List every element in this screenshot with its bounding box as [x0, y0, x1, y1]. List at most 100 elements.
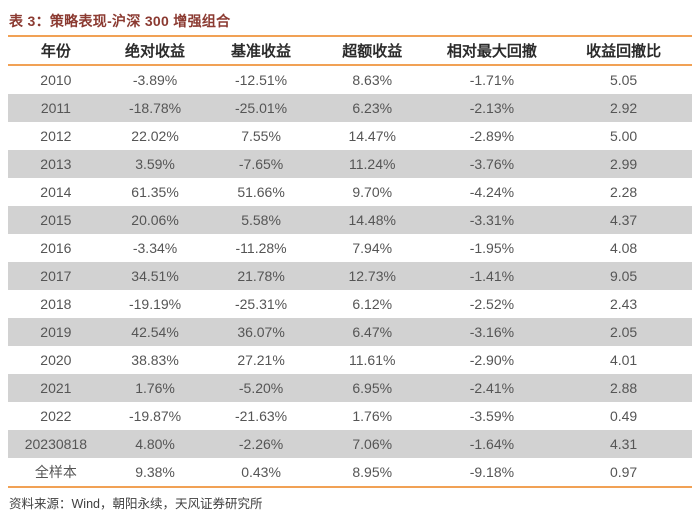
value-cell: -2.13% — [469, 100, 515, 116]
bottom-divider — [8, 486, 692, 488]
table-row: 全样本 9.38% 0.43% 8.95% -9.18% 0.97 — [8, 458, 692, 486]
value-cell: 2.88 — [609, 380, 638, 396]
column-header-4: 超额收益 — [315, 37, 429, 66]
value-cell: 51.66% — [237, 184, 285, 200]
value-cell: -4.24% — [469, 184, 515, 200]
year-cell: 2015 — [40, 212, 72, 228]
value-cell: 6.47% — [352, 324, 393, 340]
value-cell: 5.58% — [241, 212, 281, 228]
table-body: 2010 -3.89% -12.51% 8.63% -1.71% 5.05 2011 -18.… — [8, 65, 692, 486]
year-cell: 2016 — [40, 240, 72, 256]
source-note: 资料来源：Wind，朝阳永续，天风证券研究所 — [9, 497, 263, 511]
value-cell: 2.99 — [609, 156, 638, 172]
value-cell: 5.00 — [609, 128, 638, 144]
value-cell: -25.01% — [234, 100, 288, 116]
year-cell: 2017 — [40, 268, 72, 284]
table-row: 2014 61.35% 51.66% 9.70% -4.24% 2.28 — [8, 178, 692, 206]
table-row: 2016 -3.34% -11.28% 7.94% -1.95% 4.08 — [8, 234, 692, 262]
value-cell: 61.35% — [131, 184, 179, 200]
column-header-2: 绝对收益 — [103, 37, 207, 66]
column-header-1: 年份 — [8, 37, 104, 66]
value-cell: -2.26% — [238, 436, 284, 452]
table-row: 2018 -19.19% -25.31% 6.12% -2.52% 2.43 — [8, 290, 692, 318]
table-row: 2020 38.83% 27.21% 11.61% -2.90% 4.01 — [8, 346, 692, 374]
value-cell: -3.16% — [469, 324, 515, 340]
performance-table: 年份 绝对收益 基准收益 超额收益 相对最大回撤 收益回撤比 2010 -3.89% -12.… — [8, 37, 692, 486]
value-cell: -9.18% — [469, 464, 515, 480]
value-cell: -1.41% — [469, 268, 515, 284]
value-cell: -1.71% — [469, 72, 515, 88]
value-cell: 9.05 — [609, 268, 638, 284]
value-cell: 2.28 — [609, 184, 638, 200]
value-cell: 8.63% — [352, 72, 393, 88]
value-cell: 2.92 — [609, 100, 638, 116]
value-cell: -19.87% — [128, 408, 182, 424]
year-cell: 2021 — [40, 380, 72, 396]
value-cell: -5.20% — [238, 380, 284, 396]
value-cell: -7.65% — [238, 156, 284, 172]
year-cell: 2020 — [40, 352, 72, 368]
value-cell: -21.63% — [234, 408, 288, 424]
value-cell: 7.94% — [352, 240, 393, 256]
value-cell: -12.51% — [234, 72, 288, 88]
value-cell: 6.23% — [352, 100, 393, 116]
column-header-5: 相对最大回撤 — [428, 37, 556, 66]
year-cell: 2012 — [40, 128, 72, 144]
table-row: 2022 -19.87% -21.63% 1.76% -3.59% 0.49 — [8, 402, 692, 430]
year-cell: 2011 — [40, 100, 71, 116]
value-cell: -19.19% — [128, 296, 182, 312]
year-cell: 2014 — [40, 184, 72, 200]
value-cell: 4.08 — [609, 240, 638, 256]
value-cell: 0.97 — [609, 464, 638, 480]
table-row: 2021 1.76% -5.20% 6.95% -2.41% 2.88 — [8, 374, 692, 402]
table-row: 2012 22.02% 7.55% 14.47% -2.89% 5.00 — [8, 122, 692, 150]
value-cell: 9.38% — [135, 464, 175, 480]
value-cell: 4.37 — [609, 212, 638, 228]
value-cell: 1.76% — [352, 408, 393, 424]
value-cell: 14.47% — [348, 128, 396, 144]
value-cell: 4.80% — [135, 436, 175, 452]
value-cell: 2.05 — [609, 324, 638, 340]
value-cell: 12.73% — [348, 268, 396, 284]
value-cell: 4.31 — [609, 436, 638, 452]
value-cell: -1.64% — [469, 436, 515, 452]
year-cell: 全样本 — [34, 464, 77, 480]
year-cell: 2019 — [40, 324, 72, 340]
value-cell: -25.31% — [234, 296, 288, 312]
value-cell: 7.55% — [241, 128, 281, 144]
value-cell: -3.76% — [469, 156, 515, 172]
year-cell: 2010 — [40, 72, 72, 88]
value-cell: -2.90% — [469, 352, 515, 368]
value-cell: 2.43 — [609, 296, 638, 312]
value-cell: 7.06% — [352, 436, 393, 452]
value-cell: 3.59% — [135, 156, 175, 172]
year-cell: 2013 — [40, 156, 72, 172]
value-cell: -18.78% — [128, 100, 182, 116]
value-cell: 6.95% — [352, 380, 393, 396]
year-cell: 2018 — [40, 296, 72, 312]
value-cell: -3.34% — [132, 240, 178, 256]
table-row: 20230818 4.80% -2.26% 7.06% -1.64% 4.31 — [8, 430, 692, 458]
value-cell: 1.76% — [135, 380, 175, 396]
value-cell: 42.54% — [131, 324, 179, 340]
value-cell: -1.95% — [469, 240, 515, 256]
value-cell: -3.89% — [132, 72, 178, 88]
value-cell: -2.52% — [469, 296, 515, 312]
value-cell: -3.31% — [469, 212, 515, 228]
year-cell: 20230818 — [24, 436, 88, 452]
table-row: 2011 -18.78% -25.01% 6.23% -2.13% 2.92 — [8, 94, 692, 122]
table-row: 2019 42.54% 36.07% 6.47% -3.16% 2.05 — [8, 318, 692, 346]
value-cell: 0.43% — [241, 464, 281, 480]
year-cell: 2022 — [40, 408, 72, 424]
value-cell: 34.51% — [131, 268, 179, 284]
table-caption: 表 3：策略表现-沪深 300 增强组合 — [9, 13, 231, 29]
value-cell: 38.83% — [131, 352, 179, 368]
value-cell: 8.95% — [352, 464, 393, 480]
table-row: 2013 3.59% -7.65% 11.24% -3.76% 2.99 — [8, 150, 692, 178]
header-row: 年份 绝对收益 基准收益 超额收益 相对最大回撤 收益回撤比 — [8, 37, 692, 66]
value-cell: -11.28% — [235, 240, 287, 256]
value-cell: -2.89% — [469, 128, 515, 144]
value-cell: 36.07% — [237, 324, 285, 340]
value-cell: 11.24% — [348, 156, 396, 172]
